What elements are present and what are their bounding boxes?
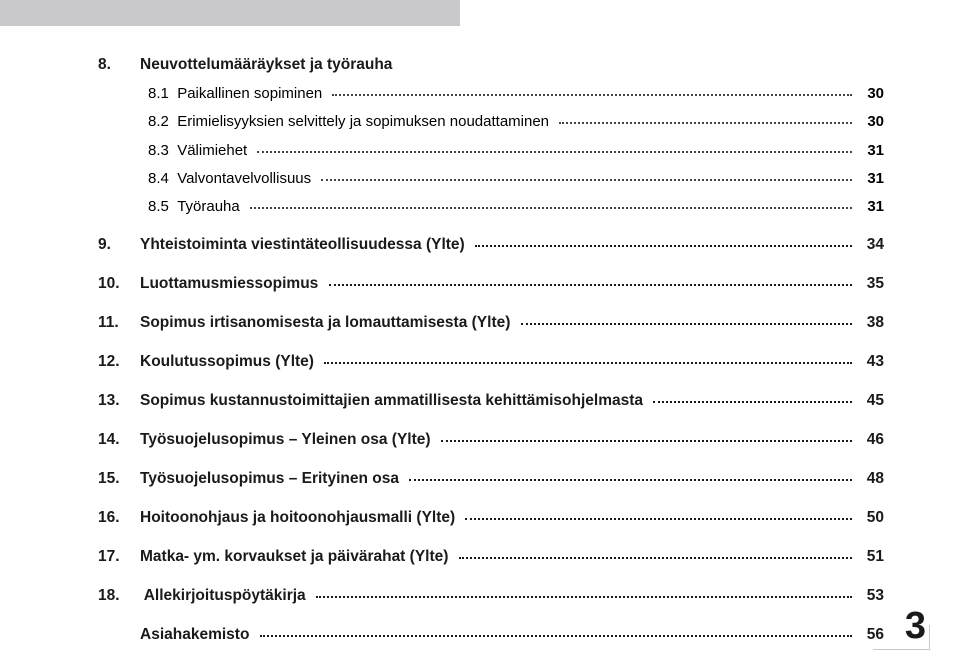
toc-num: 18. [98,585,140,607]
toc-row: 16. Hoitoonohjaus ja hoitoonohjausmalli … [98,507,884,529]
toc-num: 12. [98,351,140,373]
toc-page: 30 [856,111,884,132]
toc-title: Valvontavelvollisuus [177,168,315,189]
leader-dots [559,122,852,124]
toc-title: Hoitoonohjaus ja hoitoonohjausmalli (Ylt… [140,507,459,529]
leader-dots [324,362,852,364]
toc-title: Työrauha [177,196,244,217]
leader-dots [329,284,852,286]
leader-dots [260,635,852,637]
toc-num: 8. [98,54,140,76]
toc-num: 14. [98,429,140,451]
toc-num: 8.1 [98,83,177,104]
toc-page: 30 [856,83,884,104]
page-number: 3 [905,605,926,648]
toc-title: Koulutussopimus (Ylte) [140,351,318,373]
toc-row: 8.4 Valvontavelvollisuus 31 [98,168,884,189]
toc-num: 16. [98,507,140,529]
toc-page: 45 [856,390,884,412]
toc-num: 10. [98,273,140,295]
leader-dots [332,94,852,96]
toc-num: 8.4 [98,168,177,189]
toc-num: 9. [98,234,140,256]
toc-title: Luottamusmiessopimus [140,273,323,295]
toc-page: 50 [856,507,884,529]
leader-dots [465,518,852,520]
leader-dots [409,479,852,481]
toc-title: Työsuojelusopimus – Yleinen osa (Ylte) [140,429,435,451]
leader-dots [475,245,852,247]
toc-num: 15. [98,468,140,490]
toc-row: 18. Allekirjoituspöytäkirja 53 [98,585,884,607]
toc-num: 11. [98,312,140,334]
toc-row: 9. Yhteistoiminta viestintäteollisuudess… [98,234,884,256]
toc-row: 11. Sopimus irtisanomisesta ja lomauttam… [98,312,884,334]
toc-page: 31 [856,140,884,161]
header-bar [0,0,460,26]
toc-title: Välimiehet [177,140,251,161]
leader-dots [257,151,852,153]
leader-dots [653,401,852,403]
leader-dots [459,557,852,559]
toc-page: 38 [856,312,884,334]
leader-dots [321,179,852,181]
toc-page: 46 [856,429,884,451]
toc-row: 8.5 Työrauha 31 [98,196,884,217]
toc-page: 31 [856,196,884,217]
leader-dots [316,596,852,598]
toc-title: Allekirjoituspöytäkirja [140,585,310,607]
toc-page: 43 [856,351,884,373]
leader-dots [521,323,852,325]
toc-page: 31 [856,168,884,189]
toc-row: 8. Neuvottelumääräykset ja työrauha [98,54,884,76]
toc-page: 51 [856,546,884,568]
toc-row: 12. Koulutussopimus (Ylte) 43 [98,351,884,373]
toc-page: 34 [856,234,884,256]
toc-title: Asiahakemisto [140,624,254,646]
toc-row: 8.3 Välimiehet 31 [98,140,884,161]
toc-row: 13. Sopimus kustannustoimittajien ammati… [98,390,884,412]
toc-row: Asiahakemisto 56 [98,624,884,646]
toc-page: 35 [856,273,884,295]
toc-row: 15. Työsuojelusopimus – Erityinen osa 48 [98,468,884,490]
toc-row: 10. Luottamusmiessopimus 35 [98,273,884,295]
toc-row: 8.1 Paikallinen sopiminen 30 [98,83,884,104]
toc-page: 48 [856,468,884,490]
toc-num: 13. [98,390,140,412]
toc-row: 14. Työsuojelusopimus – Yleinen osa (Ylt… [98,429,884,451]
toc-num: 17. [98,546,140,568]
toc-num: 8.2 [98,111,177,132]
toc-title: Erimielisyyksien selvittely ja sopimukse… [177,111,553,132]
toc-num: 8.5 [98,196,177,217]
toc-title: Sopimus kustannustoimittajien ammatillis… [140,390,647,412]
toc-page: 53 [856,585,884,607]
toc-title: Matka- ym. korvaukset ja päivärahat (Ylt… [140,546,453,568]
toc-title: Yhteistoiminta viestintäteollisuudessa (… [140,234,469,256]
leader-dots [441,440,852,442]
toc-title: Neuvottelumääräykset ja työrauha [140,54,397,76]
toc-title: Paikallinen sopiminen [177,83,326,104]
leader-dots [250,207,852,209]
toc-title: Sopimus irtisanomisesta ja lomauttamises… [140,312,515,334]
table-of-contents: 8. Neuvottelumääräykset ja työrauha 8.1 … [98,54,884,653]
toc-row: 17. Matka- ym. korvaukset ja päivärahat … [98,546,884,568]
toc-title: Työsuojelusopimus – Erityinen osa [140,468,403,490]
toc-num: 8.3 [98,140,177,161]
toc-row: 8.2 Erimielisyyksien selvittely ja sopim… [98,111,884,132]
